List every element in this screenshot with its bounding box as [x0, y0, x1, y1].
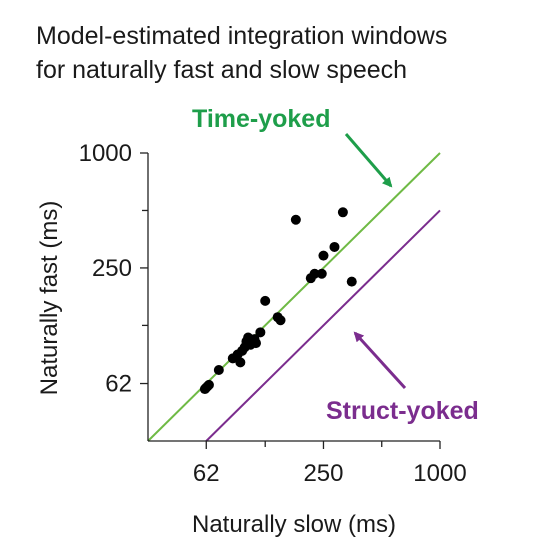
data-point — [316, 268, 327, 279]
data-point — [318, 250, 329, 261]
y-axis-label: Naturally fast (ms) — [36, 201, 63, 396]
data-point — [337, 207, 348, 218]
struct-yoked-line — [205, 209, 441, 442]
x-tick-label: 1000 — [413, 460, 466, 487]
data-point — [255, 327, 266, 338]
data-point — [309, 268, 320, 279]
data-point — [290, 214, 301, 225]
data-point — [250, 338, 261, 349]
time-yoked-arrow — [344, 133, 393, 188]
data-point — [346, 276, 357, 287]
data-point — [203, 379, 214, 390]
time-yoked-line — [147, 152, 441, 442]
chart-subtitle: for naturally fast and slow speech — [36, 56, 408, 84]
chart-title: Model-estimated integration windows — [36, 22, 448, 50]
data-point — [260, 295, 271, 306]
y-tick-label: 62 — [105, 371, 132, 398]
time-yoked-label: Time-yoked — [192, 105, 330, 133]
data-point — [235, 357, 246, 368]
struct-yoked-arrow — [353, 331, 407, 390]
data-point — [213, 364, 224, 375]
data-point — [329, 241, 340, 252]
data-point — [275, 315, 286, 326]
x-tick-label: 250 — [303, 460, 343, 487]
x-axis-label: Naturally slow (ms) — [192, 511, 396, 538]
struct-yoked-label: Struct-yoked — [326, 397, 479, 425]
y-tick-label: 250 — [92, 255, 132, 282]
y-tick-label: 1000 — [79, 140, 132, 167]
x-tick-label: 62 — [193, 460, 220, 487]
